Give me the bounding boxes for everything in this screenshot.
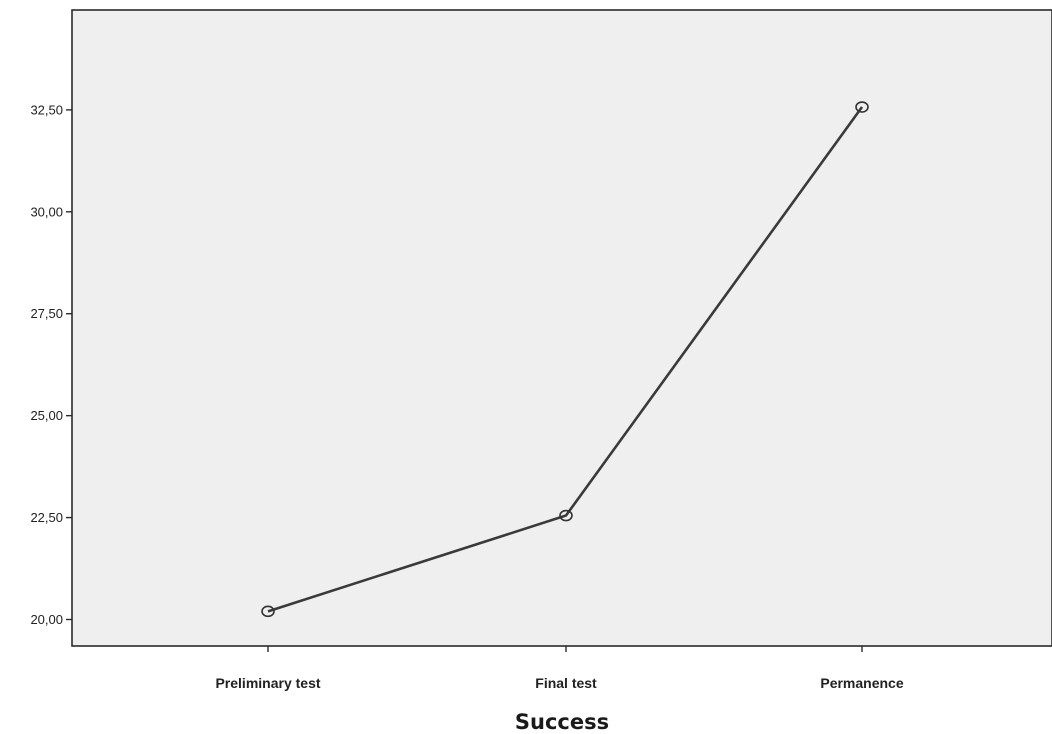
data-point [261, 605, 275, 618]
y-tick-label: 30,00 [30, 204, 63, 219]
y-tick-label: 25,00 [30, 408, 63, 423]
x-tick-label: Preliminary test [215, 675, 320, 691]
x-axis-ticks: Preliminary test Final test Permanence [215, 646, 904, 691]
data-points [261, 101, 869, 618]
y-tick-label: 20,00 [30, 612, 63, 627]
data-point [559, 509, 573, 522]
y-tick-label: 27,50 [30, 306, 63, 321]
x-tick-label: Final test [535, 675, 597, 691]
data-point [855, 101, 869, 113]
x-axis-title: Success [515, 710, 609, 734]
plot-area [71, 9, 1052, 647]
x-tick-label: Permanence [820, 675, 903, 691]
y-axis-ticks: 20,00 22,50 25,00 27,50 30,00 32,50 [30, 102, 72, 627]
y-tick-label: 32,50 [30, 102, 63, 117]
y-tick-label: 22,50 [30, 510, 63, 525]
series-line [267, 106, 864, 613]
